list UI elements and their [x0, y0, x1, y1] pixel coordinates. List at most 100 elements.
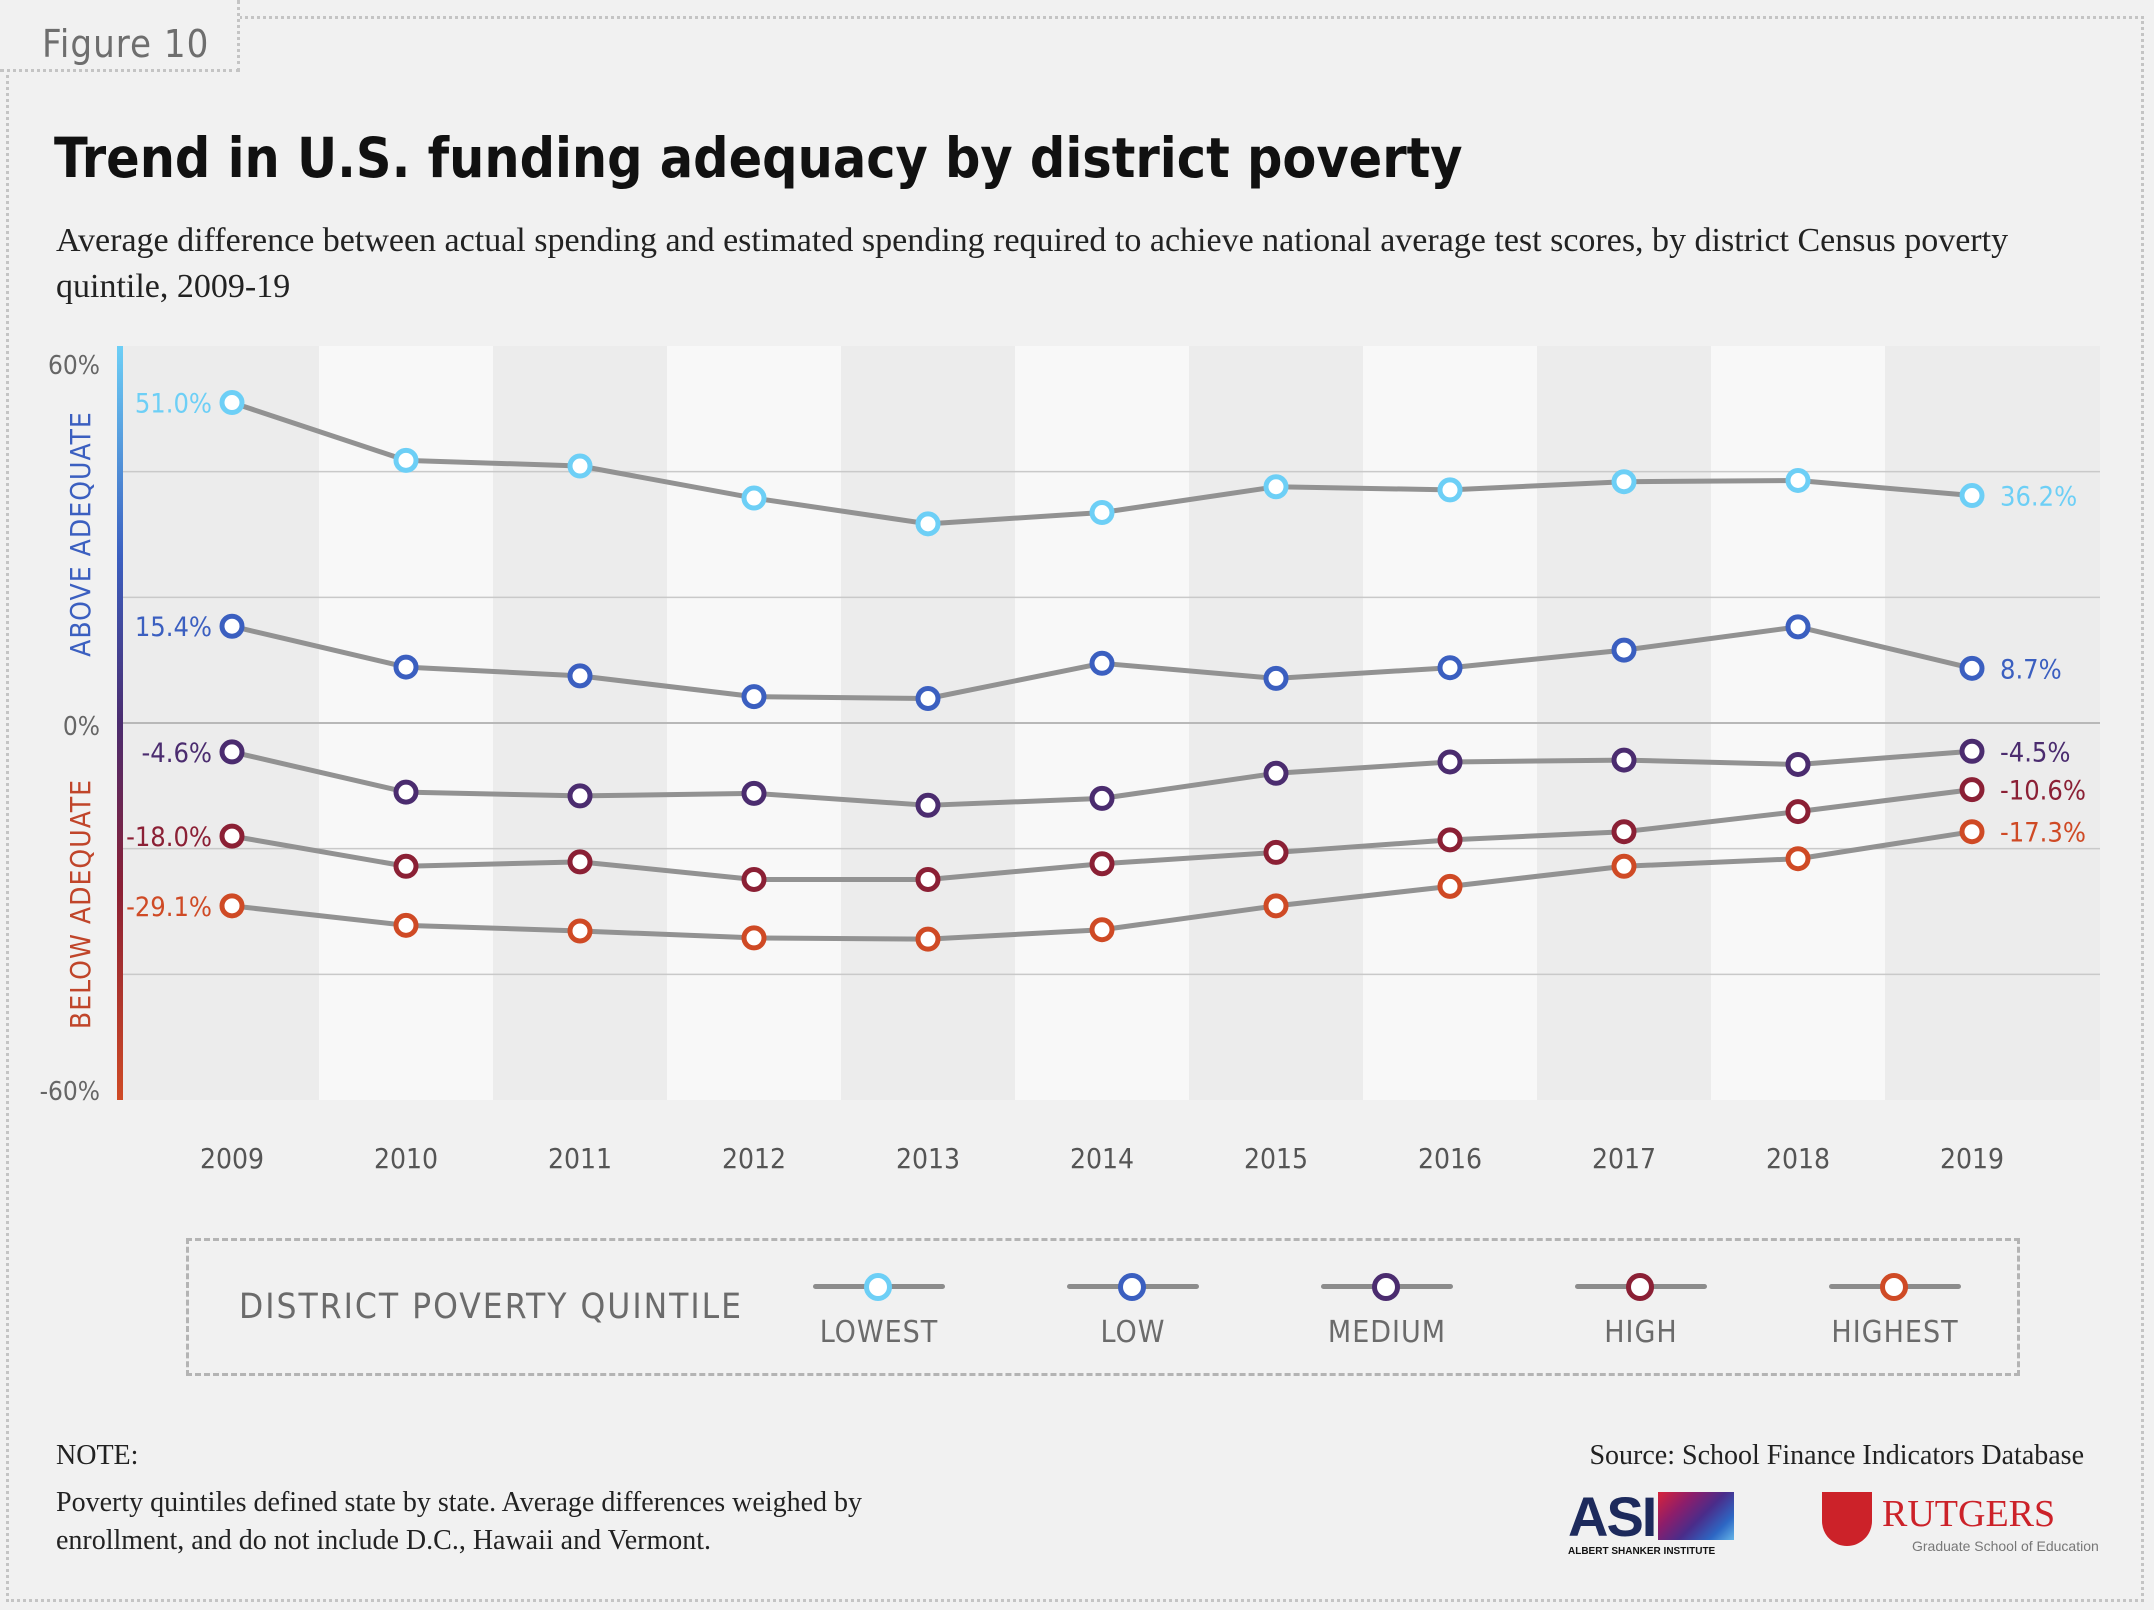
data-point-low — [1959, 655, 1985, 681]
first-value-label-medium: -4.6% — [142, 738, 212, 769]
data-point-highest — [567, 918, 593, 944]
data-point-lowest — [567, 453, 593, 479]
gridlines — [120, 470, 2100, 976]
data-point-low — [219, 613, 245, 639]
data-point-highest — [1089, 917, 1115, 943]
data-point-low — [1785, 614, 1811, 640]
data-point-lowest — [1611, 469, 1637, 495]
data-labels: 51.0% 36.2% 15.4% 8.7% -4.6% -4.5% -18.0% -10.6… — [126, 389, 2086, 923]
asi-logo: ASI ALBERT SHANKER INSTITUTE — [1568, 1488, 1734, 1558]
data-point-highest — [1437, 873, 1463, 899]
data-point-highest — [741, 925, 767, 951]
y-tick-label: -60% — [40, 1077, 100, 1107]
y-band-label-above: ABOVE ADEQUATE — [64, 411, 97, 657]
last-value-label-low: 8.7% — [2000, 654, 2062, 685]
data-point-lowest — [1785, 467, 1811, 493]
data-point-medium — [1611, 747, 1637, 773]
data-point-highest — [1263, 893, 1289, 919]
first-value-label-highest: -29.1% — [126, 892, 212, 923]
data-point-lowest — [1089, 500, 1115, 526]
data-point-medium — [1959, 738, 1985, 764]
legend-marker-medium — [1372, 1273, 1400, 1301]
data-point-highest — [1959, 819, 1985, 845]
y-axis-bar — [117, 346, 123, 1100]
legend-marker-highest — [1880, 1273, 1908, 1301]
data-point-high — [393, 853, 419, 879]
asi-logo-name: ALBERT SHANKER INSTITUTE — [1568, 1546, 1716, 1557]
x-axis: 2009 2010 2011 2012 2013 2014 2015 2016 2017 2018… — [200, 1142, 2004, 1175]
x-tick-label: 2014 — [1070, 1142, 1134, 1175]
data-point-lowest — [393, 447, 419, 473]
x-tick-label: 2010 — [374, 1142, 438, 1175]
data-point-high — [219, 823, 245, 849]
data-point-high — [1611, 819, 1637, 845]
data-point-highest — [393, 912, 419, 938]
legend-item-low: LOW — [1063, 1271, 1203, 1361]
data-point-medium — [219, 739, 245, 765]
data-point-medium — [1785, 751, 1811, 777]
data-point-highest — [1785, 846, 1811, 872]
data-point-high — [567, 849, 593, 875]
legend-item-lowest: LOWEST — [809, 1271, 949, 1361]
data-point-medium — [1437, 749, 1463, 775]
legend-marker-lowest — [864, 1273, 892, 1301]
data-point-low — [393, 654, 419, 680]
legend-item-high: HIGH — [1571, 1271, 1711, 1361]
data-point-medium — [393, 779, 419, 805]
source-text: Source: School Finance Indicators Databa… — [1589, 1440, 2084, 1471]
data-point-medium — [915, 792, 941, 818]
data-point-low — [1611, 637, 1637, 663]
legend-label-medium: MEDIUM — [1327, 1315, 1447, 1350]
data-point-lowest — [915, 511, 941, 537]
data-point-highest — [219, 893, 245, 919]
data-point-lowest — [741, 485, 767, 511]
data-point-lowest — [1263, 474, 1289, 500]
data-point-high — [741, 866, 767, 892]
last-value-label-lowest: 36.2% — [2000, 482, 2077, 513]
last-value-label-highest: -17.3% — [2000, 818, 2086, 849]
rutgers-logo-subtitle: Graduate School of Education — [1912, 1538, 2099, 1554]
data-point-low — [1263, 665, 1289, 691]
figure-label: Figure 10 — [42, 22, 210, 66]
legend-label-lowest: LOWEST — [819, 1315, 939, 1350]
data-point-high — [1785, 799, 1811, 825]
rutgers-shield-icon — [1822, 1492, 1872, 1546]
first-value-label-low: 15.4% — [135, 612, 212, 643]
data-point-lowest — [1437, 477, 1463, 503]
x-tick-label: 2013 — [896, 1142, 960, 1175]
x-tick-label: 2012 — [722, 1142, 786, 1175]
y-band-label-below: BELOW ADEQUATE — [64, 779, 97, 1029]
series-points — [219, 390, 1985, 952]
legend-item-highest: HIGHEST — [1825, 1271, 1965, 1361]
rutgers-logo: RUTGERS Graduate School of Education — [1822, 1492, 2099, 1562]
legend-marker-low — [1118, 1273, 1146, 1301]
x-tick-label: 2017 — [1592, 1142, 1656, 1175]
x-tick-label: 2009 — [200, 1142, 264, 1175]
legend-label-high: HIGH — [1604, 1315, 1678, 1350]
last-value-label-medium: -4.5% — [2000, 737, 2070, 768]
figure-frame — [6, 16, 2144, 1602]
x-tick-label: 2016 — [1418, 1142, 1482, 1175]
legend-marker-high — [1626, 1273, 1654, 1301]
note-heading: NOTE: — [56, 1440, 139, 1471]
y-axis: 60% 0% -60% ABOVE ADEQUATE BELOW ADEQUATE — [40, 346, 123, 1107]
data-point-high — [1959, 777, 1985, 803]
chart-title: Trend in U.S. funding adequacy by distri… — [54, 126, 1463, 190]
data-point-low — [1089, 650, 1115, 676]
data-point-medium — [1089, 785, 1115, 811]
last-value-label-high: -10.6% — [2000, 776, 2086, 807]
first-value-label-high: -18.0% — [126, 822, 212, 853]
x-tick-label: 2015 — [1244, 1142, 1308, 1175]
y-tick-label: 0% — [63, 712, 100, 742]
rutgers-logo-word: RUTGERS — [1882, 1493, 2056, 1535]
asi-logo-mosaic — [1658, 1492, 1734, 1540]
data-point-high — [915, 866, 941, 892]
legend-title: DISTRICT POVERTY QUINTILE — [239, 1287, 744, 1327]
y-tick-label: 60% — [48, 351, 100, 381]
data-point-high — [1263, 839, 1289, 865]
chart-subtitle: Average difference between actual spendi… — [56, 222, 2009, 305]
data-point-highest — [1611, 853, 1637, 879]
asi-logo-letters: ASI — [1568, 1485, 1657, 1548]
data-point-low — [915, 685, 941, 711]
